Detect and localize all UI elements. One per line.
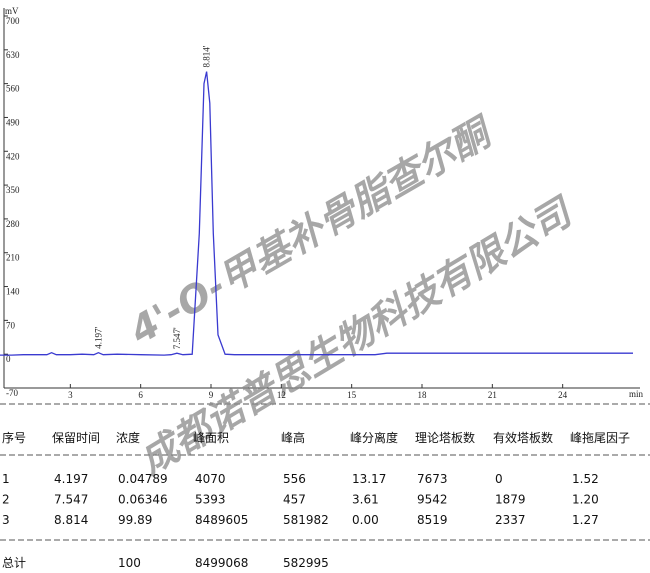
table-cell: 13.17 — [352, 472, 386, 486]
table-cell: 4.197 — [54, 472, 88, 486]
x-tick-label: 12 — [277, 390, 286, 400]
table-cell: 7673 — [417, 472, 448, 486]
table-cell: 1.20 — [572, 493, 599, 507]
table-header: 保留时间 — [52, 431, 100, 445]
y-tick-label: 490 — [6, 117, 20, 127]
x-tick-label: 6 — [138, 390, 143, 400]
table-header: 峰高 — [281, 430, 305, 445]
y-tick-label: 70 — [6, 320, 16, 330]
table-cell: 3.61 — [352, 493, 379, 507]
table-cell: 8489605 — [195, 513, 248, 527]
table-header: 浓度 — [116, 430, 140, 445]
y-tick-label: 140 — [6, 287, 20, 297]
y-tick-label: 210 — [6, 253, 20, 263]
x-unit: min — [629, 389, 644, 399]
table-cell: 4070 — [195, 472, 226, 486]
y-unit: mV — [5, 6, 19, 16]
watermark: 4'-O-甲基补骨脂查尔酮 — [122, 108, 502, 353]
table-cell: 1.52 — [572, 472, 599, 486]
y-tick-label: 350 — [6, 185, 20, 195]
table-cell: 0.04789 — [118, 472, 168, 486]
table-cell: 99.89 — [118, 513, 152, 527]
trace — [0, 71, 633, 356]
y-tick-label: -70 — [6, 388, 18, 398]
table-cell: 556 — [283, 472, 306, 486]
table-cell: 8519 — [417, 513, 448, 527]
table-total: 100 — [118, 556, 141, 570]
table-header: 序号 — [2, 430, 26, 445]
x-tick-label: 24 — [558, 390, 568, 400]
table-cell: 3 — [2, 513, 10, 527]
table-header: 峰面积 — [193, 431, 229, 445]
table-cell: 0.06346 — [118, 493, 168, 507]
x-tick-label: 18 — [418, 390, 428, 400]
table-total: 总计 — [2, 556, 26, 570]
table-cell: 2337 — [495, 513, 526, 527]
peak-label: 4.197' — [93, 326, 103, 348]
x-tick-label: 3 — [68, 390, 73, 400]
table-cell: 0.00 — [352, 513, 379, 527]
table-total: 8499068 — [195, 556, 248, 570]
table-header: 理论塔板数 — [415, 430, 475, 445]
table-header: 峰拖尾因子 — [570, 431, 630, 445]
table-cell: 457 — [283, 493, 306, 507]
peak-label: 7.547' — [172, 327, 182, 349]
x-tick-label: 15 — [347, 390, 357, 400]
table-cell: 1 — [2, 472, 10, 486]
table-cell: 2 — [2, 493, 10, 507]
table-header: 有效塔板数 — [493, 430, 553, 445]
x-tick-label: 9 — [209, 390, 214, 400]
x-tick-label: 21 — [488, 390, 497, 400]
table-cell: 1879 — [495, 493, 526, 507]
y-tick-label: 420 — [6, 151, 20, 161]
y-tick-label: 630 — [6, 50, 20, 60]
table-cell: 1.27 — [572, 513, 599, 527]
table-cell: 7.547 — [54, 493, 88, 507]
table-cell: 581982 — [283, 513, 329, 527]
table-cell: 9542 — [417, 493, 448, 507]
y-tick-label: 280 — [6, 219, 20, 229]
table-cell: 5393 — [195, 493, 226, 507]
table-cell: 0 — [495, 472, 503, 486]
table-cell: 8.814 — [54, 513, 88, 527]
peak-label: 8.814' — [202, 45, 212, 67]
y-tick-label: 700 — [6, 16, 20, 26]
table-total: 582995 — [283, 556, 329, 570]
table-header: 峰分离度 — [350, 430, 398, 445]
y-tick-label: 0 — [6, 354, 11, 364]
y-tick-label: 560 — [6, 84, 20, 94]
